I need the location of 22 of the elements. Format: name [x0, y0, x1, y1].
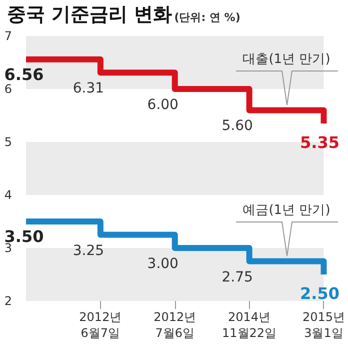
data-label: 3.00: [147, 256, 178, 272]
y-tick-label: 7: [4, 29, 12, 43]
x-tick-label: 2012년 6월7일: [79, 310, 122, 340]
chart-title: 중국 기준금리 변화: [7, 4, 172, 26]
chart-subtitle: (단위: 연 %): [174, 11, 240, 24]
y-tick-label: 4: [4, 188, 12, 202]
series-label: 대출(1년 만기): [242, 51, 330, 68]
data-label: 3.25: [72, 242, 104, 259]
x-tick-label: 2012년 7월6일: [154, 310, 196, 340]
x-tick-label: 2014년 11월22일: [222, 310, 277, 340]
data-label: 6.31: [72, 80, 104, 97]
y-tick-label: 5: [4, 135, 12, 149]
data-label: 5.35: [300, 132, 340, 152]
data-label: 2.75: [222, 269, 253, 286]
data-label: 2.50: [300, 284, 340, 303]
data-label: 6.00: [147, 97, 178, 113]
data-label: 5.60: [222, 118, 253, 134]
y-tick-label: 2: [4, 294, 12, 308]
data-label: 6.56: [4, 64, 44, 84]
y-tick-label: 6: [4, 82, 12, 96]
x-tick-label: 2015년 3월1일: [302, 310, 346, 340]
text: 예금(1년 만기): [242, 202, 330, 220]
